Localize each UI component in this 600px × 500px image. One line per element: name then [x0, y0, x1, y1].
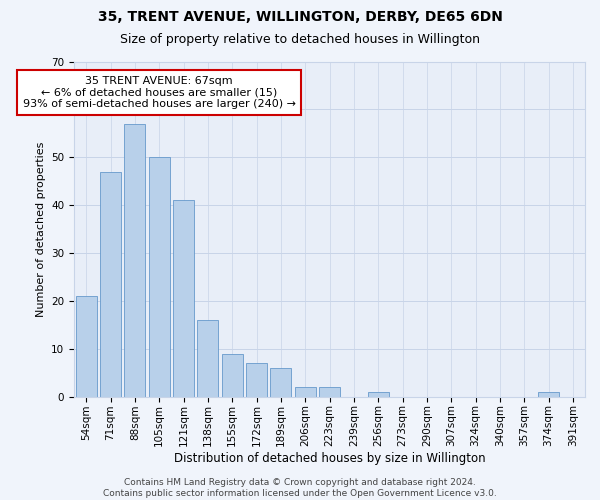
Bar [246, 363, 267, 396]
Bar [173, 200, 194, 396]
X-axis label: Distribution of detached houses by size in Willington: Distribution of detached houses by size … [173, 452, 485, 465]
Bar [76, 296, 97, 396]
Bar [319, 387, 340, 396]
Bar [124, 124, 145, 396]
Bar [538, 392, 559, 396]
Bar [100, 172, 121, 396]
Bar [368, 392, 389, 396]
Text: Size of property relative to detached houses in Willington: Size of property relative to detached ho… [120, 32, 480, 46]
Text: 35, TRENT AVENUE, WILLINGTON, DERBY, DE65 6DN: 35, TRENT AVENUE, WILLINGTON, DERBY, DE6… [98, 10, 502, 24]
Bar [271, 368, 291, 396]
Bar [222, 354, 242, 397]
Text: Contains HM Land Registry data © Crown copyright and database right 2024.
Contai: Contains HM Land Registry data © Crown c… [103, 478, 497, 498]
Bar [295, 387, 316, 396]
Bar [197, 320, 218, 396]
Bar [149, 158, 170, 396]
Text: 35 TRENT AVENUE: 67sqm
← 6% of detached houses are smaller (15)
93% of semi-deta: 35 TRENT AVENUE: 67sqm ← 6% of detached … [23, 76, 296, 109]
Y-axis label: Number of detached properties: Number of detached properties [35, 142, 46, 317]
